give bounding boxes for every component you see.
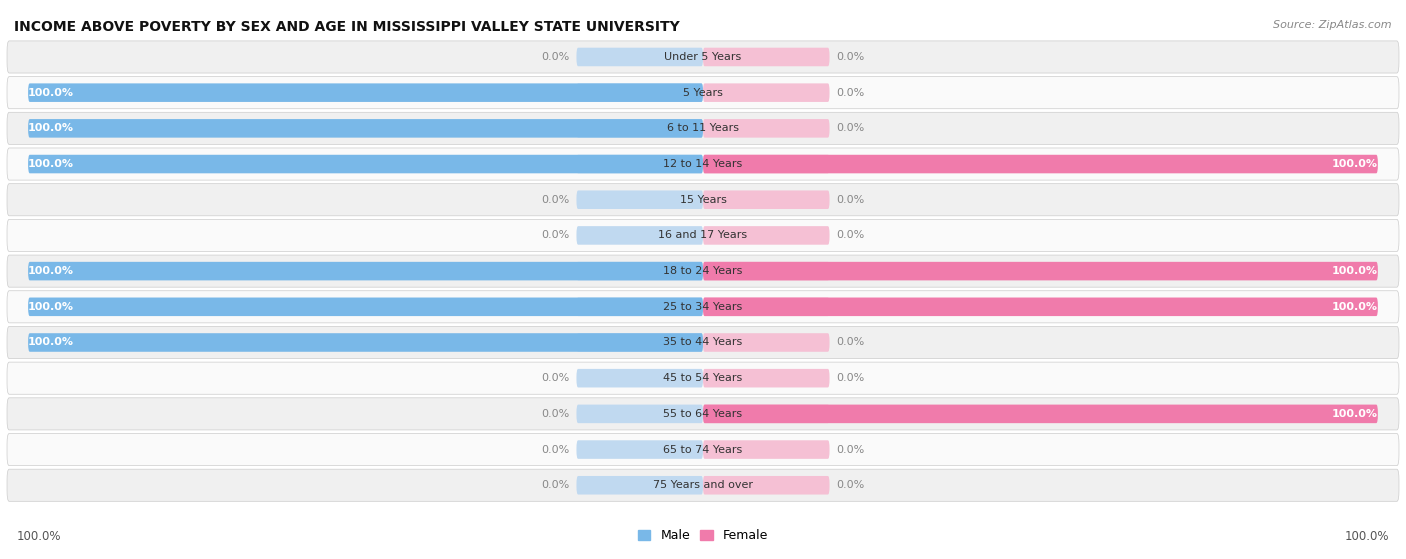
FancyBboxPatch shape <box>703 297 830 316</box>
FancyBboxPatch shape <box>576 155 703 173</box>
Text: 100.0%: 100.0% <box>1331 409 1378 419</box>
Text: 100.0%: 100.0% <box>28 266 75 276</box>
FancyBboxPatch shape <box>576 48 703 67</box>
FancyBboxPatch shape <box>7 326 1399 358</box>
FancyBboxPatch shape <box>703 83 830 102</box>
Text: INCOME ABOVE POVERTY BY SEX AND AGE IN MISSISSIPPI VALLEY STATE UNIVERSITY: INCOME ABOVE POVERTY BY SEX AND AGE IN M… <box>14 20 681 34</box>
FancyBboxPatch shape <box>576 476 703 495</box>
FancyBboxPatch shape <box>28 155 703 173</box>
FancyBboxPatch shape <box>576 226 703 245</box>
FancyBboxPatch shape <box>7 255 1399 287</box>
FancyBboxPatch shape <box>703 155 830 173</box>
FancyBboxPatch shape <box>576 262 703 281</box>
FancyBboxPatch shape <box>703 155 1378 173</box>
FancyBboxPatch shape <box>703 369 830 387</box>
FancyBboxPatch shape <box>7 398 1399 430</box>
Text: 0.0%: 0.0% <box>837 338 865 348</box>
FancyBboxPatch shape <box>7 291 1399 323</box>
Text: 0.0%: 0.0% <box>837 230 865 240</box>
Text: Source: ZipAtlas.com: Source: ZipAtlas.com <box>1274 20 1392 30</box>
Text: 0.0%: 0.0% <box>541 480 569 490</box>
FancyBboxPatch shape <box>28 297 703 316</box>
FancyBboxPatch shape <box>7 469 1399 501</box>
FancyBboxPatch shape <box>703 48 830 67</box>
Text: 12 to 14 Years: 12 to 14 Years <box>664 159 742 169</box>
FancyBboxPatch shape <box>28 262 703 281</box>
Text: 0.0%: 0.0% <box>837 52 865 62</box>
Text: 35 to 44 Years: 35 to 44 Years <box>664 338 742 348</box>
Text: 100.0%: 100.0% <box>28 124 75 134</box>
FancyBboxPatch shape <box>576 405 703 423</box>
Text: 5 Years: 5 Years <box>683 88 723 98</box>
FancyBboxPatch shape <box>576 83 703 102</box>
Text: 100.0%: 100.0% <box>28 302 75 312</box>
Text: 100.0%: 100.0% <box>1344 530 1389 543</box>
Text: 0.0%: 0.0% <box>541 52 569 62</box>
Text: 0.0%: 0.0% <box>837 195 865 205</box>
Text: 100.0%: 100.0% <box>1331 302 1378 312</box>
Text: 55 to 64 Years: 55 to 64 Years <box>664 409 742 419</box>
Text: 100.0%: 100.0% <box>28 88 75 98</box>
FancyBboxPatch shape <box>7 219 1399 252</box>
Text: 15 Years: 15 Years <box>679 195 727 205</box>
Text: 0.0%: 0.0% <box>837 373 865 383</box>
Legend: Male, Female: Male, Female <box>633 524 773 547</box>
FancyBboxPatch shape <box>703 262 830 281</box>
FancyBboxPatch shape <box>703 405 830 423</box>
Text: 0.0%: 0.0% <box>837 88 865 98</box>
FancyBboxPatch shape <box>28 119 703 138</box>
FancyBboxPatch shape <box>7 362 1399 394</box>
Text: 100.0%: 100.0% <box>17 530 62 543</box>
FancyBboxPatch shape <box>7 112 1399 144</box>
Text: 45 to 54 Years: 45 to 54 Years <box>664 373 742 383</box>
Text: 0.0%: 0.0% <box>541 230 569 240</box>
Text: Under 5 Years: Under 5 Years <box>665 52 741 62</box>
Text: 100.0%: 100.0% <box>1331 159 1378 169</box>
FancyBboxPatch shape <box>7 434 1399 466</box>
Text: 65 to 74 Years: 65 to 74 Years <box>664 444 742 454</box>
FancyBboxPatch shape <box>7 148 1399 180</box>
FancyBboxPatch shape <box>703 333 830 352</box>
FancyBboxPatch shape <box>703 119 830 138</box>
FancyBboxPatch shape <box>576 297 703 316</box>
Text: 0.0%: 0.0% <box>541 444 569 454</box>
Text: 0.0%: 0.0% <box>837 480 865 490</box>
FancyBboxPatch shape <box>576 369 703 387</box>
FancyBboxPatch shape <box>703 476 830 495</box>
FancyBboxPatch shape <box>703 262 1378 281</box>
FancyBboxPatch shape <box>576 440 703 459</box>
FancyBboxPatch shape <box>576 333 703 352</box>
Text: 0.0%: 0.0% <box>541 409 569 419</box>
FancyBboxPatch shape <box>703 191 830 209</box>
Text: 16 and 17 Years: 16 and 17 Years <box>658 230 748 240</box>
FancyBboxPatch shape <box>703 405 1378 423</box>
Text: 100.0%: 100.0% <box>1331 266 1378 276</box>
FancyBboxPatch shape <box>7 41 1399 73</box>
Text: 0.0%: 0.0% <box>541 373 569 383</box>
FancyBboxPatch shape <box>28 83 703 102</box>
Text: 6 to 11 Years: 6 to 11 Years <box>666 124 740 134</box>
Text: 100.0%: 100.0% <box>28 159 75 169</box>
Text: 0.0%: 0.0% <box>837 124 865 134</box>
Text: 0.0%: 0.0% <box>837 444 865 454</box>
Text: 18 to 24 Years: 18 to 24 Years <box>664 266 742 276</box>
FancyBboxPatch shape <box>703 440 830 459</box>
Text: 25 to 34 Years: 25 to 34 Years <box>664 302 742 312</box>
FancyBboxPatch shape <box>703 297 1378 316</box>
Text: 0.0%: 0.0% <box>541 195 569 205</box>
Text: 75 Years and over: 75 Years and over <box>652 480 754 490</box>
FancyBboxPatch shape <box>703 226 830 245</box>
FancyBboxPatch shape <box>7 77 1399 108</box>
FancyBboxPatch shape <box>576 191 703 209</box>
FancyBboxPatch shape <box>7 184 1399 216</box>
FancyBboxPatch shape <box>28 333 703 352</box>
FancyBboxPatch shape <box>576 119 703 138</box>
Text: 100.0%: 100.0% <box>28 338 75 348</box>
